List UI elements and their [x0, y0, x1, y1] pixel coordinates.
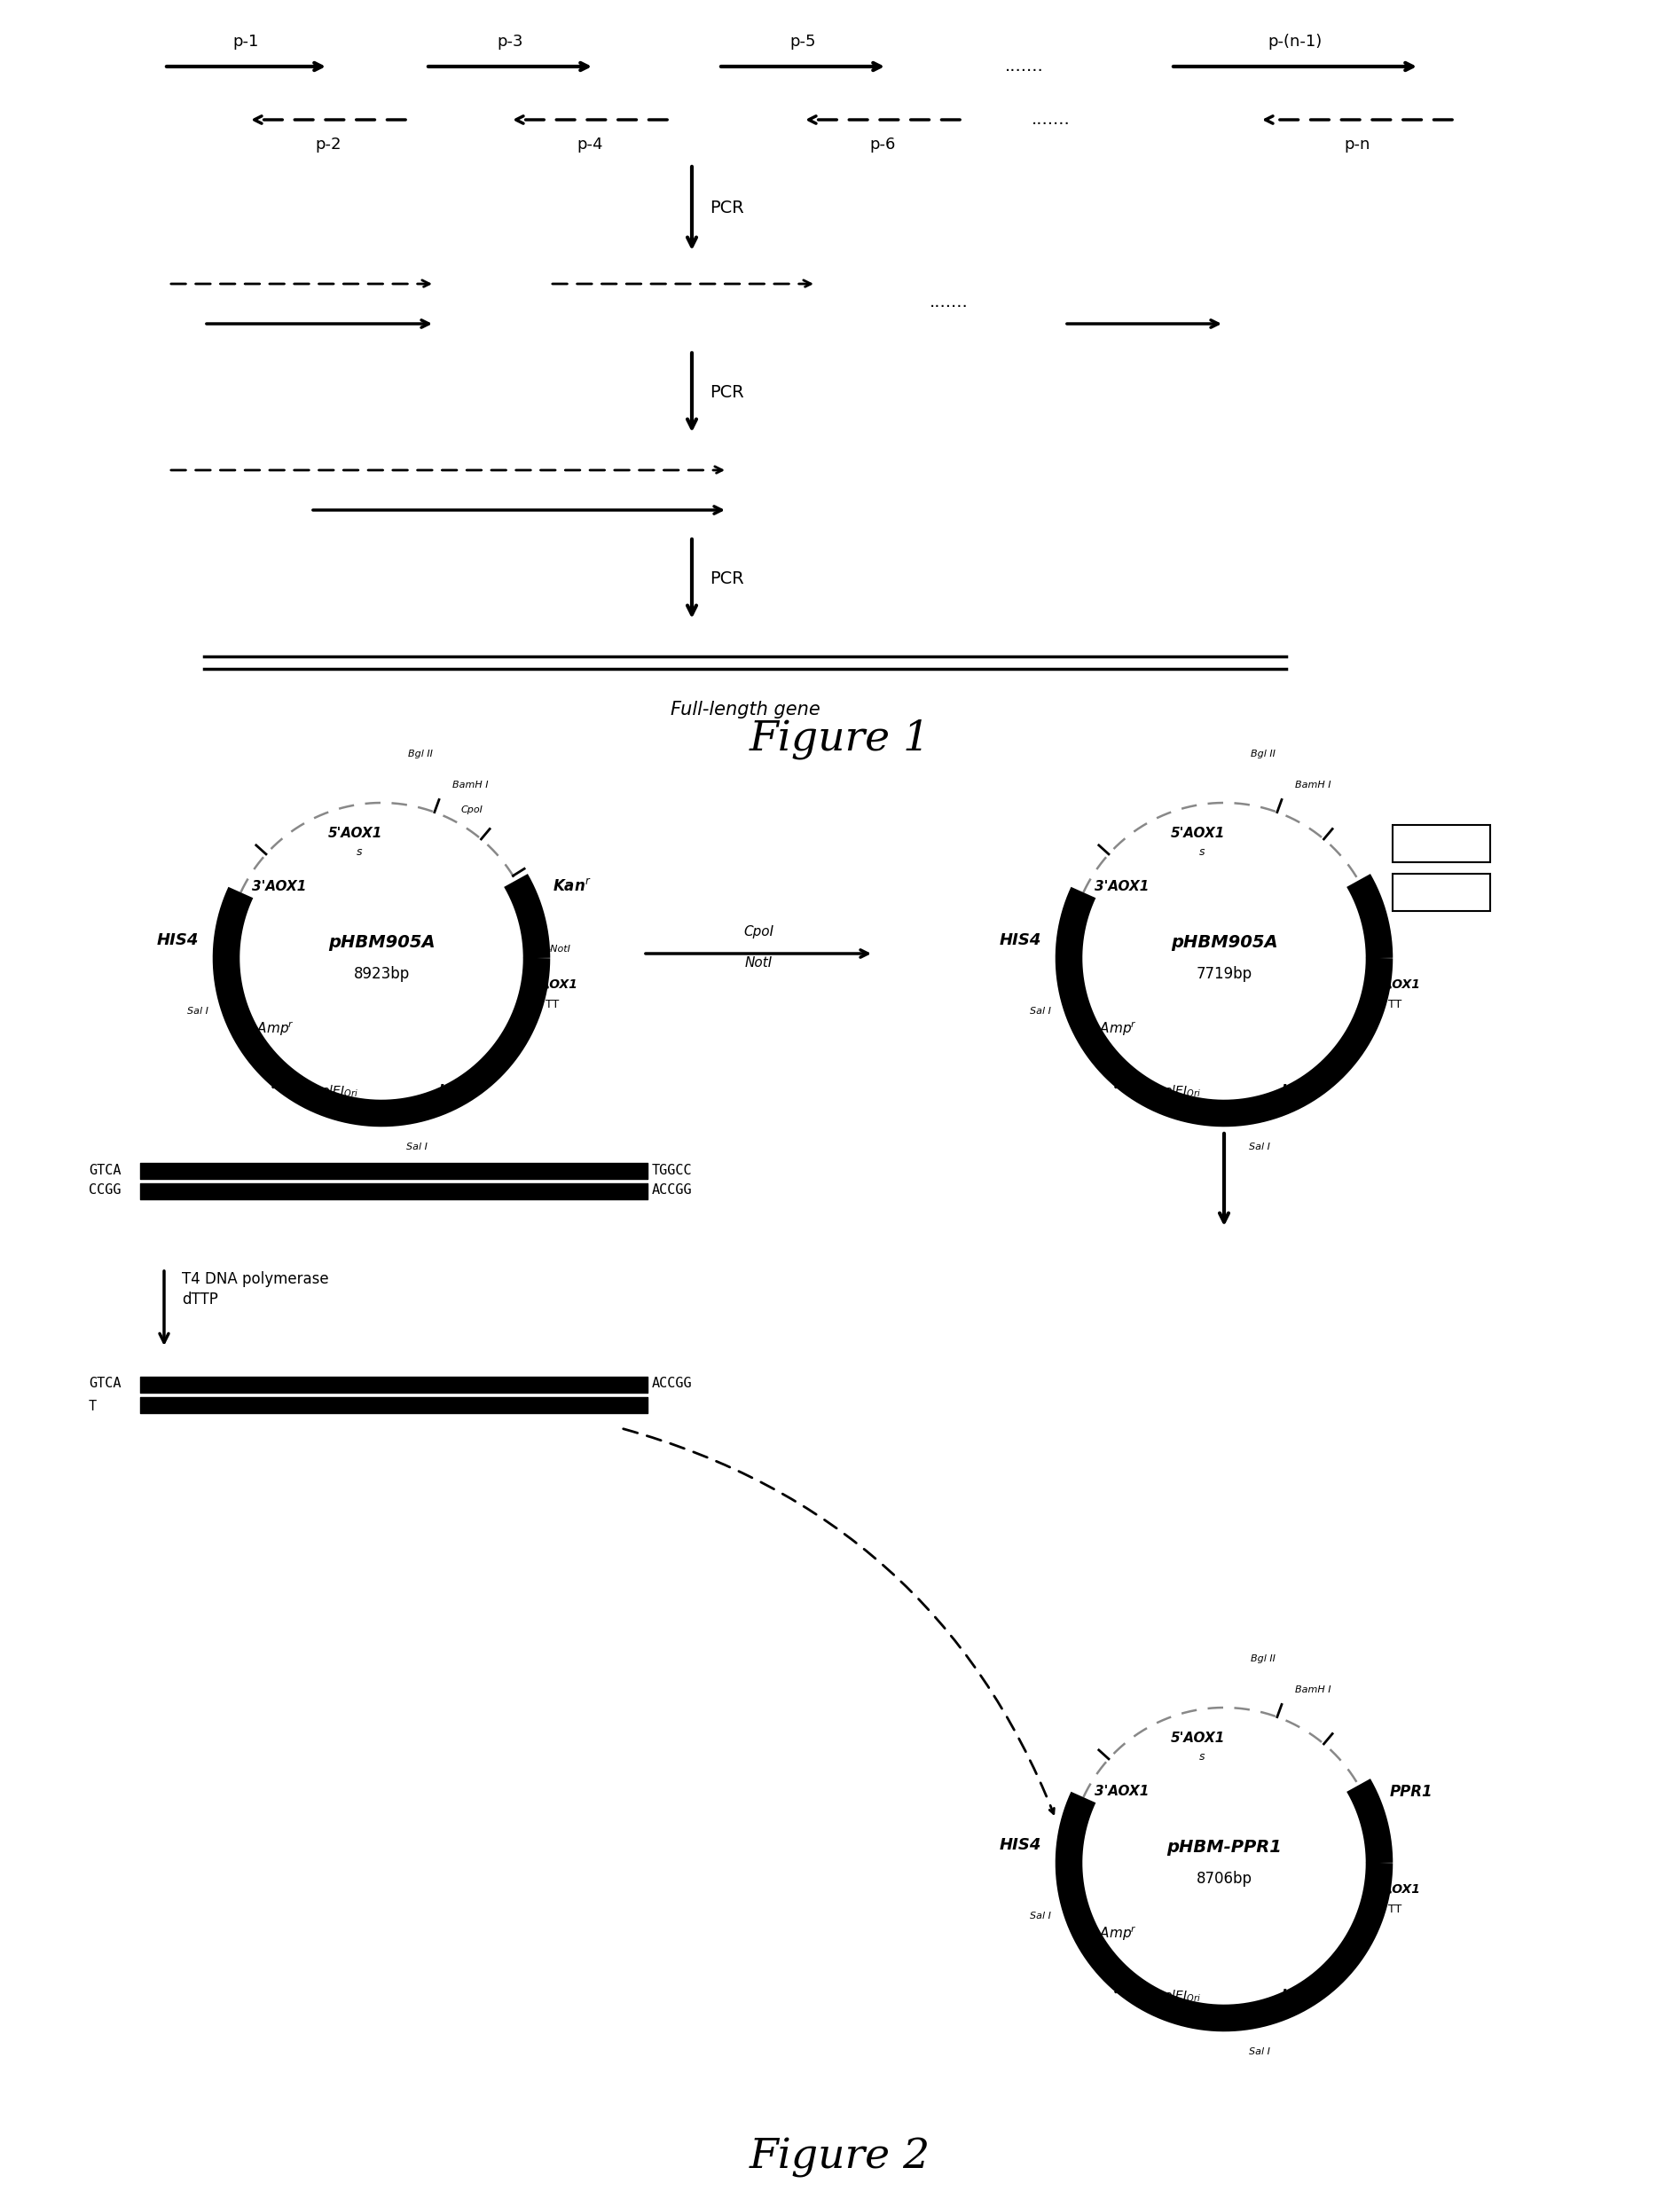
Text: T4 DNA polymerase: T4 DNA polymerase	[181, 1271, 329, 1287]
Text: p-4: p-4	[576, 137, 603, 152]
Text: CpoI: CpoI	[462, 806, 484, 814]
Text: s: s	[356, 845, 363, 856]
Text: Sal I: Sal I	[407, 1143, 427, 1152]
Text: HIS4: HIS4	[1282, 1084, 1317, 1097]
Text: BamH I: BamH I	[1295, 781, 1331, 790]
Text: Sal I: Sal I	[1030, 1006, 1052, 1015]
Text: BamH I: BamH I	[452, 781, 489, 790]
FancyBboxPatch shape	[1393, 874, 1490, 911]
Text: TGGCAG: TGGCAG	[1396, 845, 1425, 852]
Text: NotI: NotI	[744, 956, 773, 969]
Text: 3'AOX1: 3'AOX1	[1371, 1883, 1420, 1896]
Text: .......: .......	[1005, 57, 1043, 75]
Text: Kan$^r$: Kan$^r$	[553, 878, 591, 896]
Text: $\Gamma$colEI$_{Ori}$: $\Gamma$colEI$_{Ori}$	[1151, 1084, 1201, 1099]
Text: 5'AOX1: 5'AOX1	[1171, 1732, 1225, 1746]
Text: 3'AOX1: 3'AOX1	[1095, 881, 1149, 894]
Text: Amp$^r$: Amp$^r$	[255, 1020, 294, 1037]
Text: Figure 1: Figure 1	[749, 719, 931, 759]
Text: $\Gamma$colEI$_{Ori}$: $\Gamma$colEI$_{Ori}$	[307, 1084, 358, 1099]
Text: 3'AOX1: 3'AOX1	[252, 881, 307, 894]
Text: p-3: p-3	[497, 33, 522, 51]
Text: p-(n-1): p-(n-1)	[1268, 33, 1322, 51]
Text: HIS4: HIS4	[438, 1084, 474, 1097]
Text: GTCA: GTCA	[89, 1377, 121, 1390]
Text: ACCCGCC: ACCCGCC	[1396, 894, 1430, 900]
Text: —NotI: —NotI	[541, 945, 571, 953]
Text: PPR1: PPR1	[1389, 1783, 1433, 1801]
Text: GC: GC	[1396, 881, 1408, 889]
Text: CpoI: CpoI	[743, 925, 773, 938]
Text: Figure 2: Figure 2	[749, 2139, 931, 2178]
Text: CCGG: CCGG	[89, 1183, 121, 1196]
Text: GTCA: GTCA	[89, 1165, 121, 1179]
Text: pHBM905A: pHBM905A	[328, 934, 435, 951]
Text: s: s	[1200, 845, 1205, 856]
Text: Amp$^r$: Amp$^r$	[1099, 1925, 1137, 1942]
Text: Sal I: Sal I	[1030, 1911, 1052, 1920]
Text: PCR: PCR	[709, 384, 744, 402]
Text: ACCGG: ACCGG	[652, 1377, 692, 1390]
Text: pHBM-PPR1: pHBM-PPR1	[1166, 1838, 1282, 1856]
Text: 7719bp: 7719bp	[1196, 967, 1252, 982]
Text: Sal I: Sal I	[1248, 2048, 1270, 2057]
Text: $\Gamma$colEI$_{Ori}$: $\Gamma$colEI$_{Ori}$	[1151, 1989, 1201, 2004]
Text: dTTP: dTTP	[181, 1291, 218, 1307]
Text: HIS4: HIS4	[1282, 1989, 1317, 2002]
Text: T: T	[89, 1399, 97, 1412]
Text: 5'AOX1: 5'AOX1	[328, 828, 381, 841]
Text: 3'AOX1: 3'AOX1	[1371, 978, 1420, 991]
Text: PCR: PCR	[709, 201, 744, 216]
FancyBboxPatch shape	[1393, 825, 1490, 863]
Text: 3'AOX1: 3'AOX1	[1095, 1785, 1149, 1799]
Text: 3'AOX1: 3'AOX1	[528, 978, 578, 991]
Text: p-6: p-6	[870, 137, 895, 152]
Text: TGGCC: TGGCC	[652, 1165, 692, 1179]
Text: Sal I: Sal I	[1248, 1143, 1270, 1152]
Text: p-1: p-1	[234, 33, 259, 51]
Text: Bgl II: Bgl II	[408, 750, 433, 759]
Text: Bgl II: Bgl II	[1250, 1655, 1275, 1664]
Text: Bgl II: Bgl II	[1250, 750, 1275, 759]
Text: 8923bp: 8923bp	[353, 967, 410, 982]
Text: ACCGG: ACCGG	[652, 1183, 692, 1196]
Text: pHBM905A: pHBM905A	[1171, 934, 1277, 951]
Text: p-n: p-n	[1344, 137, 1371, 152]
Text: HIS4: HIS4	[1000, 1836, 1042, 1854]
Text: HIS4: HIS4	[1000, 931, 1042, 949]
Text: p-5: p-5	[790, 33, 816, 51]
Text: TT: TT	[546, 998, 559, 1011]
Text: .......: .......	[929, 294, 968, 309]
Text: HIS4: HIS4	[156, 931, 198, 949]
Text: BamH I: BamH I	[1295, 1686, 1331, 1695]
Text: .......: .......	[1032, 110, 1070, 128]
Text: 8706bp: 8706bp	[1196, 1872, 1252, 1887]
Text: s: s	[1200, 1750, 1205, 1761]
Text: Sal I: Sal I	[186, 1006, 208, 1015]
Text: CG: CG	[1396, 832, 1408, 841]
Text: Amp$^r$: Amp$^r$	[1099, 1020, 1137, 1037]
Text: TT: TT	[1388, 998, 1401, 1011]
Text: 5'AOX1: 5'AOX1	[1171, 828, 1225, 841]
Text: TT: TT	[1388, 1902, 1401, 1916]
Text: p-2: p-2	[316, 137, 341, 152]
Text: Full-length gene: Full-length gene	[670, 702, 820, 719]
Text: PCR: PCR	[709, 569, 744, 587]
